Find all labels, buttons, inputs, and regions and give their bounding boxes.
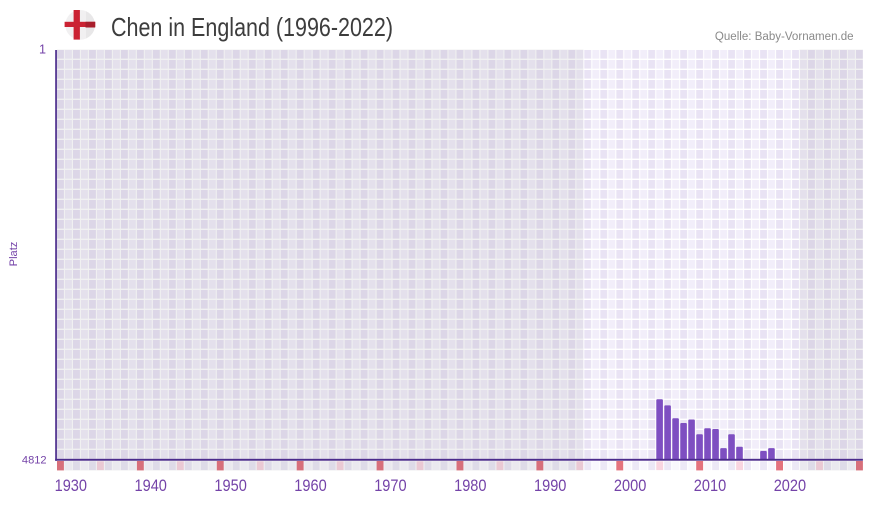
svg-text:1930: 1930 <box>55 477 87 495</box>
svg-text:4812: 4812 <box>22 455 47 467</box>
svg-text:2010: 2010 <box>694 477 726 495</box>
svg-text:1980: 1980 <box>454 477 486 495</box>
svg-text:1970: 1970 <box>374 477 406 495</box>
svg-text:2000: 2000 <box>614 477 646 495</box>
svg-text:1990: 1990 <box>534 477 566 495</box>
svg-text:Platz: Platz <box>8 242 20 267</box>
svg-text:1960: 1960 <box>294 477 326 495</box>
svg-text:1: 1 <box>39 43 46 57</box>
svg-text:2020: 2020 <box>774 477 806 495</box>
svg-text:Quelle: Baby-Vornamen.de: Quelle: Baby-Vornamen.de <box>715 31 854 43</box>
svg-text:Chen in England (1996-2022): Chen in England (1996-2022) <box>111 12 393 42</box>
svg-text:1940: 1940 <box>135 477 167 495</box>
svg-text:1950: 1950 <box>214 477 246 495</box>
